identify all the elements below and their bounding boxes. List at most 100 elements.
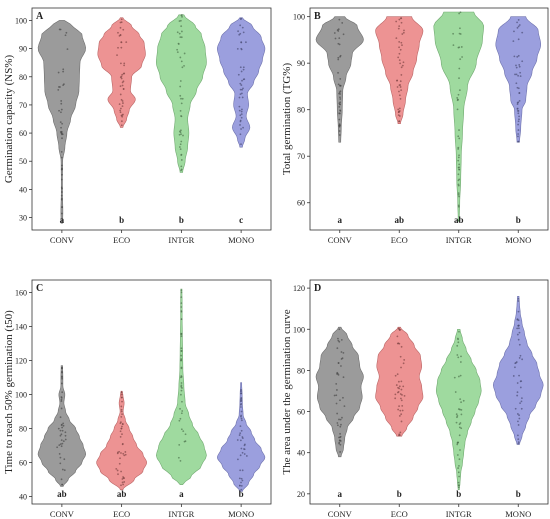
panel-d-points-conv [333, 328, 346, 453]
data-point [400, 21, 403, 24]
data-point [236, 439, 239, 441]
data-point [458, 154, 460, 157]
data-point [238, 109, 241, 112]
data-point [337, 56, 340, 59]
data-point [59, 429, 62, 432]
data-point [515, 361, 518, 363]
data-point [457, 159, 460, 162]
panel-a-xtick-label: MONO [228, 235, 254, 245]
data-point [514, 407, 517, 410]
data-point [400, 388, 403, 391]
data-point [240, 477, 243, 480]
data-point [457, 481, 460, 484]
data-point [512, 40, 515, 43]
data-point [118, 450, 121, 453]
data-point [66, 48, 69, 51]
data-point [240, 128, 242, 130]
data-point [62, 70, 65, 73]
data-point [176, 31, 179, 34]
data-point [240, 414, 243, 417]
data-point [182, 430, 185, 433]
data-point [338, 418, 340, 421]
data-point [118, 103, 121, 105]
panel-a-xtick-label: CONV [50, 235, 75, 245]
data-point [59, 28, 62, 31]
data-point [337, 28, 340, 31]
data-point [240, 47, 243, 50]
data-point [339, 84, 341, 87]
panel-c-points-intgr [177, 289, 187, 462]
data-point [61, 468, 64, 471]
data-point [240, 143, 242, 146]
panel-a-points-conv [57, 28, 69, 215]
data-point [119, 109, 122, 112]
data-point [457, 441, 460, 444]
data-point [339, 55, 341, 58]
data-point [458, 137, 461, 140]
data-point [338, 92, 341, 95]
data-point [516, 103, 519, 106]
data-point [340, 423, 342, 426]
data-point [64, 34, 67, 37]
data-point [239, 133, 242, 136]
data-point [59, 121, 62, 124]
data-point [513, 55, 516, 58]
data-point [177, 456, 180, 459]
data-point [458, 129, 460, 131]
data-point [180, 335, 183, 338]
data-point [238, 477, 241, 480]
data-point [183, 65, 185, 67]
data-point [240, 484, 243, 487]
data-point [515, 82, 518, 85]
data-point [456, 344, 459, 347]
data-point [240, 92, 243, 95]
data-point [339, 109, 342, 112]
data-point [337, 58, 340, 61]
data-point [519, 75, 522, 78]
panel-c-xtick-label: MONO [228, 509, 254, 519]
data-point [517, 74, 519, 77]
data-point [517, 441, 520, 444]
data-point [458, 67, 461, 70]
data-point [337, 30, 340, 32]
data-point [180, 318, 183, 320]
data-point [337, 337, 339, 340]
data-point [180, 140, 183, 143]
data-point [395, 20, 398, 23]
data-point [517, 123, 520, 126]
data-point [60, 407, 63, 410]
data-point [333, 394, 336, 397]
data-point [180, 389, 183, 392]
data-point [458, 12, 461, 15]
data-point [521, 358, 524, 361]
data-point [338, 124, 341, 127]
panel-c-ytick-label: 120 [15, 357, 27, 366]
data-point [517, 140, 520, 143]
panel-c-ytick-label: 80 [19, 425, 27, 434]
data-point [339, 399, 341, 402]
data-point [519, 354, 522, 357]
data-point [239, 114, 242, 117]
data-point [518, 64, 521, 66]
data-point [61, 133, 64, 136]
data-point [458, 475, 460, 478]
panel-d-letter: D [314, 283, 321, 294]
data-point [238, 96, 241, 99]
data-point [341, 22, 344, 24]
data-point [121, 400, 123, 403]
data-point [516, 21, 518, 24]
data-point [240, 417, 243, 420]
data-point [120, 62, 122, 65]
data-point [457, 135, 460, 138]
data-point [177, 42, 180, 45]
data-point [521, 397, 523, 400]
data-point [122, 80, 125, 83]
data-point [517, 310, 520, 313]
data-point [120, 120, 123, 123]
panel-d: D 20 40 60 80 100 120 The area under the germin… [281, 279, 549, 519]
data-point [60, 178, 63, 181]
panel-d-points-mono [512, 297, 524, 445]
data-point [181, 97, 184, 100]
data-point [400, 399, 403, 402]
data-point [516, 391, 519, 394]
